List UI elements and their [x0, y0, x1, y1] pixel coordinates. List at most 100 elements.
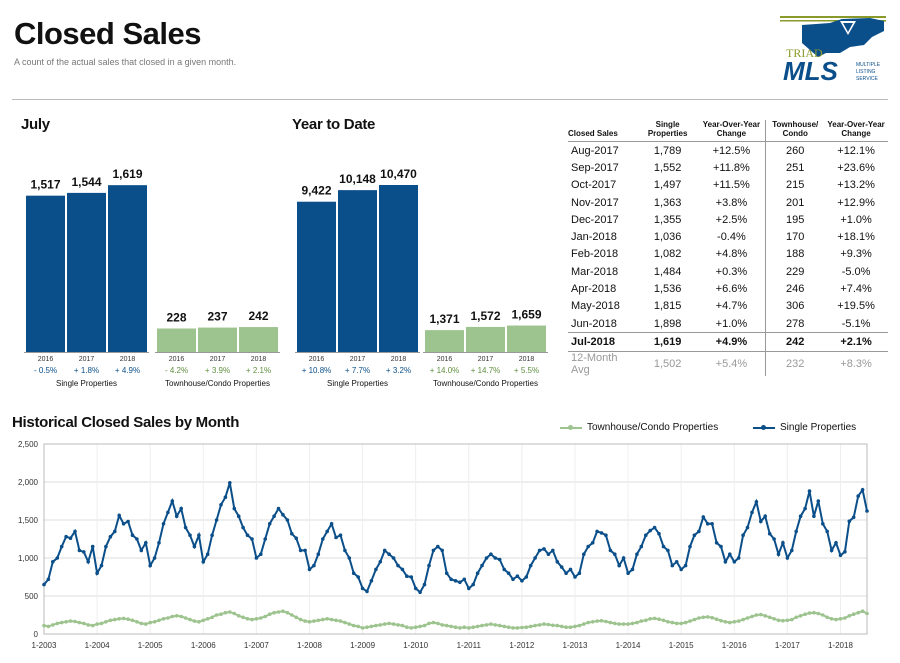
- series-townhouse-point: [542, 622, 546, 626]
- series-townhouse-point: [285, 610, 290, 615]
- table-cell: Dec-2017: [571, 213, 619, 226]
- bar-value-label: 10,148: [339, 172, 376, 186]
- bar-year-label: 2018: [120, 356, 136, 363]
- series-single-point: [409, 575, 414, 579]
- series-townhouse-point: [254, 617, 259, 621]
- bar-value-label: 9,422: [301, 184, 331, 198]
- series-townhouse-point: [639, 619, 644, 623]
- series-townhouse-point: [816, 611, 821, 616]
- series-townhouse-point: [148, 620, 152, 625]
- bar-value-label: 237: [207, 310, 227, 324]
- table-cell: +4.7%: [715, 300, 748, 313]
- table-cell: 242: [765, 332, 825, 352]
- bar-change-label: + 4.9%: [115, 366, 140, 375]
- series-single-point: [99, 563, 104, 568]
- series-single-point: [816, 499, 821, 503]
- table-cell: +0.3%: [715, 265, 748, 278]
- series-townhouse-point: [759, 612, 763, 617]
- table-cell: 260: [765, 141, 825, 160]
- col-header-single: Single Properties: [647, 120, 688, 138]
- series-townhouse-point: [55, 621, 60, 626]
- series-townhouse-point: [497, 623, 502, 628]
- series-townhouse-point: [493, 623, 498, 627]
- series-townhouse-point: [161, 617, 166, 621]
- series-single-point: [276, 506, 281, 511]
- series-single-point: [135, 537, 139, 541]
- series-townhouse-point: [201, 618, 206, 623]
- series-townhouse-point: [834, 617, 838, 622]
- bar-change-label: + 1.8%: [74, 366, 99, 375]
- series-single-point: [759, 519, 763, 524]
- series-single-point: [316, 552, 321, 556]
- series-single-point: [351, 571, 356, 575]
- series-single-point: [617, 563, 621, 568]
- series-single-point: [382, 548, 387, 553]
- series-townhouse-point: [121, 616, 126, 621]
- series-townhouse-point: [307, 620, 312, 624]
- bar-change-label: - 0.5%: [34, 366, 57, 375]
- table-cell: Jan-2018: [571, 231, 617, 244]
- series-townhouse-point: [577, 623, 582, 628]
- series-townhouse-point: [409, 626, 414, 630]
- series-townhouse-point: [657, 617, 661, 621]
- series-single-point: [502, 567, 507, 572]
- series-townhouse-point: [117, 617, 121, 621]
- y-tick-label: 2,000: [18, 478, 39, 487]
- table-cell: +11.5%: [713, 179, 750, 192]
- table-cell: 1,363: [653, 196, 682, 209]
- bar-value-label: 228: [166, 311, 186, 325]
- legend-swatch-single: [753, 425, 775, 430]
- series-townhouse-point: [785, 618, 790, 623]
- legend-label-single: Single Properties: [780, 422, 857, 433]
- series-townhouse-point: [166, 616, 170, 620]
- series-townhouse-point: [281, 609, 285, 613]
- table-cell: +3.8%: [715, 196, 748, 209]
- x-tick-label: 1-2006: [191, 641, 216, 650]
- series-single-point: [484, 556, 489, 560]
- table-cell: +19.5%: [837, 300, 875, 313]
- series-single-point: [290, 531, 294, 536]
- series-single-point: [475, 571, 480, 575]
- series-single-point: [533, 556, 537, 560]
- series-townhouse-point: [674, 621, 679, 626]
- series-single-point: [201, 560, 206, 564]
- table-cell: 1,619: [653, 335, 682, 348]
- series-single-point: [130, 533, 135, 537]
- series-townhouse-point: [683, 620, 688, 625]
- table-cell: 1,082: [653, 248, 682, 261]
- table-cell: +2.1%: [840, 335, 872, 348]
- bar-value-label: 1,659: [511, 308, 541, 322]
- series-townhouse-point: [484, 623, 489, 627]
- series-single-point: [436, 544, 440, 549]
- bar-year-label: 2017: [210, 356, 226, 363]
- series-townhouse-point: [294, 615, 299, 620]
- bar-value-label: 1,517: [30, 178, 60, 192]
- series-single-point: [152, 556, 157, 560]
- series-single-point: [856, 494, 860, 498]
- series-townhouse-point: [502, 624, 507, 629]
- bar-year-label: 2016: [38, 356, 54, 363]
- series-townhouse-point: [652, 616, 657, 621]
- series-townhouse-point: [378, 623, 383, 627]
- x-tick-label: 1-2009: [350, 641, 375, 650]
- series-townhouse-point: [360, 626, 365, 630]
- series-single-point: [343, 548, 347, 553]
- group-name-label: Townhouse/Condo Properties: [433, 379, 538, 388]
- series-single-point: [776, 552, 781, 556]
- series-single-point: [736, 556, 741, 560]
- bar-value-label: 1,371: [429, 312, 459, 326]
- series-townhouse-point: [298, 617, 303, 622]
- table-cell: +12.9%: [837, 196, 875, 209]
- series-townhouse-point: [714, 617, 719, 621]
- table-cell: 195: [765, 211, 825, 229]
- series-single-point: [241, 525, 245, 530]
- series-single-point: [497, 557, 502, 562]
- series-single-point: [489, 552, 493, 556]
- series-single-point: [82, 550, 86, 554]
- series-single-point: [77, 548, 82, 553]
- table-cell: +23.6%: [837, 161, 875, 174]
- series-townhouse-point: [51, 623, 55, 627]
- series-single-point: [595, 529, 599, 534]
- table-cell: Mar-2018: [571, 265, 619, 278]
- bar-townhouse-2016: [425, 330, 464, 352]
